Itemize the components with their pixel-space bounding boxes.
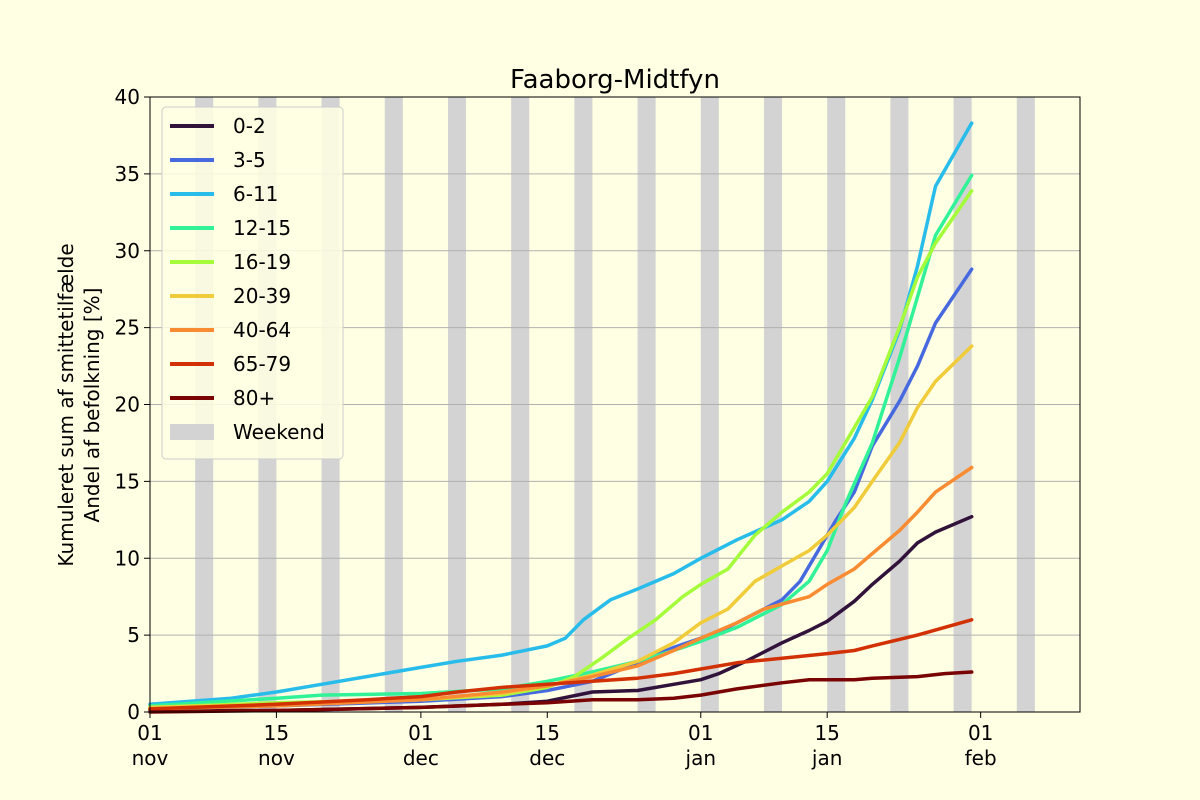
y-axis-label-line2: Andel af befolkning [%]: [80, 288, 104, 523]
series-line-80+: [148, 670, 974, 714]
x-tick-label-day: 15: [535, 721, 560, 745]
legend-swatch-weekend: [170, 424, 214, 440]
x-tick-label-day: 01: [968, 721, 993, 745]
y-tick-label: 30: [115, 239, 140, 263]
x-tick-label-month: nov: [132, 746, 169, 770]
legend-label-12-15: 12-15: [233, 216, 291, 240]
legend: 0-2 3-5 6-11 12-15 16-19 20-39 40-64 65-79 80+ We…: [161, 106, 344, 460]
legend-label-0-2: 0-2: [233, 114, 266, 138]
legend-label-20-39: 20-39: [233, 284, 291, 308]
series-lines: [148, 121, 974, 714]
chart-title: Faaborg-Midtfyn: [510, 65, 720, 95]
x-tick-label-month: feb: [965, 746, 997, 770]
x-tick-label-month: jan: [811, 746, 843, 770]
legend-label-weekend: Weekend: [233, 420, 325, 444]
y-tick-label: 40: [115, 85, 140, 109]
legend-label-65-79: 65-79: [233, 352, 291, 376]
series-line-40-64: [148, 465, 974, 711]
x-tick-label-day: 01: [688, 721, 713, 745]
legend-label-40-64: 40-64: [233, 318, 291, 342]
x-tick-label-day: 15: [814, 721, 839, 745]
y-tick-label: 35: [115, 162, 140, 186]
x-tick-label-day: 01: [408, 721, 433, 745]
tick-labels: 051015202530354001nov15nov01dec15dec01ja…: [115, 85, 997, 770]
y-tick-label: 15: [115, 469, 140, 493]
y-tick-label: 20: [115, 393, 140, 417]
series-line-65-79: [148, 618, 974, 711]
y-axis-label-line1: Kumuleret sum af smittetilfælde: [54, 243, 78, 566]
y-tick-label: 10: [115, 546, 140, 570]
legend-label-16-19: 16-19: [233, 250, 291, 274]
legend-label-3-5: 3-5: [233, 148, 266, 172]
y-tick-label: 25: [115, 316, 140, 340]
series-line-12-15: [148, 173, 974, 708]
x-tick-label-day: 01: [137, 721, 162, 745]
y-tick-label: 0: [127, 700, 140, 724]
legend-label-6-11: 6-11: [233, 182, 278, 206]
x-tick-label-month: dec: [403, 746, 439, 770]
x-tick-label-month: jan: [685, 746, 717, 770]
x-tick-label-day: 15: [264, 721, 289, 745]
x-tick-label-month: dec: [529, 746, 565, 770]
legend-label-80+: 80+: [233, 386, 275, 410]
x-tick-label-month: nov: [258, 746, 295, 770]
y-tick-label: 5: [127, 623, 140, 647]
